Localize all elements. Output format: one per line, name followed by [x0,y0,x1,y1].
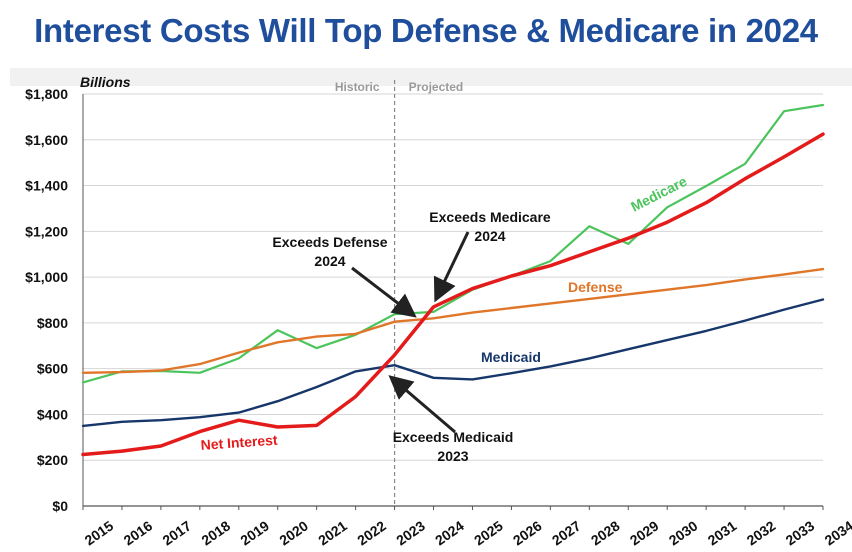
annotation-line: 2024 [314,253,345,269]
annotation-line: 2023 [437,448,468,464]
unit-label: Billions [80,74,131,90]
x-tick-label: 2025 [471,517,506,548]
annotation-line: Exceeds Medicare [429,209,551,225]
annotation-text: Exceeds Medicare 2024 [429,209,551,244]
y-tick-label: $1,800 [25,86,68,102]
gridlines [10,68,852,507]
x-tick-label: 2015 [82,517,117,548]
y-axis: $0 $200 $400 $600 $800 $1,000 $1,200 $1,400 $1,6… [25,74,131,514]
x-tick-label: 2019 [237,517,272,548]
y-tick-label: $200 [37,452,68,468]
page-title: Interest Costs Will Top Defense & Medica… [34,12,818,49]
x-tick-label: 2034 [822,517,852,548]
x-tick-label: 2022 [354,517,389,548]
x-tick-label: 2023 [393,517,428,548]
projected-label: Projected [409,80,464,94]
series-label-net-interest: Net Interest [200,432,278,453]
y-tick-label: $1,600 [25,132,68,148]
x-tick-label: 2026 [510,517,545,548]
x-tick-label: 2033 [783,517,818,548]
y-tick-label: $400 [37,406,68,422]
header-band [10,68,852,86]
annotation-text: Exceeds Medicaid 2023 [393,429,514,464]
x-tick-label: 2028 [588,517,623,548]
series-label-medicare: Medicare [628,173,690,215]
x-tick-label: 2020 [276,517,311,548]
y-tick-label: $800 [37,315,68,331]
x-tick-label: 2024 [432,517,467,548]
x-tick-label: 2027 [549,517,584,548]
historic-projected-divider: Historic Projected [335,80,463,506]
y-tick-label: $0 [52,498,68,514]
series-line-defense [81,267,825,374]
x-tick-label: 2016 [120,517,155,548]
historic-label: Historic [335,80,380,94]
series-label-defense: Defense [568,279,623,295]
annotation-arrow [388,375,456,434]
series-lines [81,103,825,457]
x-tick-label: 2021 [315,517,350,548]
annotation-arrow [351,266,417,318]
annotation-line: 2024 [474,228,505,244]
series-line-medicare [81,103,825,384]
x-tick-label: 2032 [744,517,779,548]
x-tick-label: 2029 [627,517,662,548]
annotation-line: Exceeds Medicaid [393,429,514,445]
y-tick-label: $1,000 [25,269,68,285]
x-tick-label: 2031 [705,517,740,548]
series-line-medicaid [81,298,825,428]
y-tick-label: $600 [37,361,68,377]
x-axis: 2015 2016 2017 2018 2019 2020 2021 2022 2023 2024… [82,506,852,548]
annotation-line: Exceeds Defense [272,234,387,250]
y-tick-label: $1,200 [25,223,68,239]
y-tick-label: $1,400 [25,178,68,194]
x-tick-label: 2030 [666,517,701,548]
series-label-medicaid: Medicaid [481,349,541,365]
x-tick-label: 2017 [159,517,194,548]
annotation-text: Exceeds Defense 2024 [272,234,387,269]
annotation-arrow [433,231,470,303]
x-tick-label: 2018 [198,517,233,548]
